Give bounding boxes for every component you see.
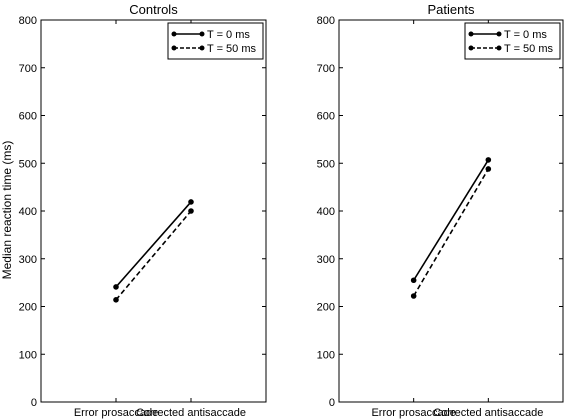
panel-controls: Controls 0 100 200 300 400 500 600 700 800 Error p… <box>19 2 267 419</box>
patients-data-point <box>410 277 417 284</box>
patients-y-tick-label: 300 <box>317 254 335 266</box>
patients-series-line-t0 <box>412 159 490 281</box>
patients-legend-label: T = 0 ms <box>504 29 547 41</box>
controls-y-tick-label: 600 <box>19 111 37 123</box>
patients-axes-frame <box>338 19 564 403</box>
patients-y-tick-label: 500 <box>317 158 335 170</box>
controls-legend-label: T = 0 ms <box>207 29 250 41</box>
controls-data-point <box>113 297 119 303</box>
patients-legend-marker <box>468 31 474 37</box>
controls-y-tick-label: 100 <box>19 349 37 361</box>
controls-data-point <box>188 199 194 205</box>
patients-series-line-t50 <box>412 168 490 297</box>
patients-y-tick-label: 600 <box>317 111 335 123</box>
patients-x-tick-label: Corrected antisaccade <box>433 407 543 419</box>
controls-legend-marker <box>171 31 177 37</box>
controls-y-tick-label: 500 <box>19 158 37 170</box>
controls-legend-marker <box>199 31 205 37</box>
controls-legend-label: T = 50 ms <box>207 43 257 55</box>
controls-y-tick-label: 700 <box>19 63 37 75</box>
controls-y-tick-label: 300 <box>19 254 37 266</box>
patients-y-tick-label: 100 <box>317 349 335 361</box>
patients-data-point <box>485 157 492 163</box>
patients-legend-marker <box>496 31 502 37</box>
patients-y-tick-label: 400 <box>317 206 335 218</box>
controls-legend-marker <box>171 45 177 51</box>
controls-data-point <box>188 208 194 214</box>
patients-data-point <box>485 166 492 172</box>
controls-y-tick-label: 400 <box>19 206 37 218</box>
controls-data-point <box>113 284 119 290</box>
patients-y-tick-label: 200 <box>317 302 335 314</box>
controls-title: Controls <box>129 2 178 17</box>
controls-y-tick-label: 200 <box>19 302 37 314</box>
patients-legend <box>464 22 561 60</box>
patients-y-tick-label: 800 <box>317 15 335 27</box>
controls-axes-frame <box>40 19 267 403</box>
patients-x-tick-label: Error prosaccade <box>371 407 455 419</box>
patients-y-tick-label: 0 <box>329 397 335 409</box>
controls-series-line-t50 <box>115 210 192 301</box>
patients-title: Patients <box>428 2 475 17</box>
panel-patients: Patients 0 100 200 300 400 500 600 700 800 Error p… <box>317 2 564 419</box>
controls-y-tick-label: 800 <box>19 15 37 27</box>
patients-y-tick-label: 700 <box>317 63 335 75</box>
y-axis-label: Median reaction time (ms) <box>0 141 14 280</box>
patients-legend-marker <box>496 45 502 51</box>
controls-legend <box>167 22 264 60</box>
controls-series-line-t0 <box>115 201 192 288</box>
controls-y-tick-label: 0 <box>31 397 37 409</box>
patients-data-point <box>410 293 417 299</box>
controls-legend-marker <box>199 45 205 51</box>
controls-x-tick-label: Error prosaccade <box>74 407 158 419</box>
controls-x-tick-label: Corrected antisaccade <box>136 407 246 419</box>
patients-legend-marker <box>468 45 474 51</box>
patients-legend-label: T = 50 ms <box>504 43 554 55</box>
